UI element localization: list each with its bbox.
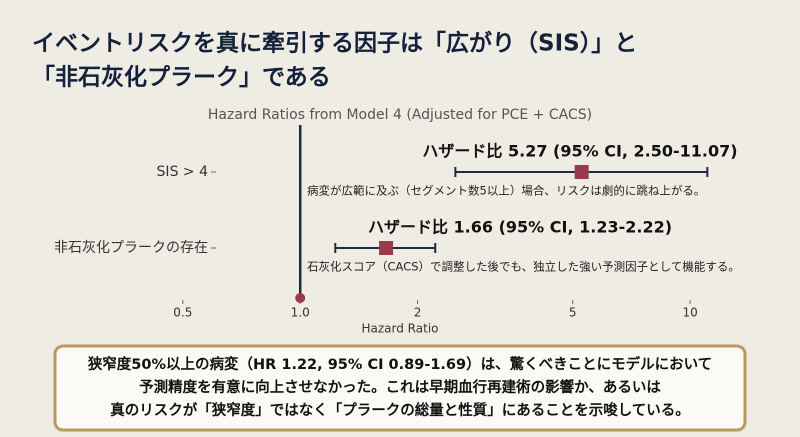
- reference-dot: [295, 293, 306, 303]
- x-tick-label: 5: [569, 306, 577, 320]
- y-category-label: 非石灰化プラークの存在: [54, 240, 208, 256]
- x-tick-label: 10: [682, 306, 697, 320]
- callout-line: 予測精度を有意に向上させなかった。これは早期血行再建術の影響か、あるいは: [139, 378, 661, 396]
- x-tick-label: 1.0: [291, 306, 310, 320]
- callout-box: [53, 344, 747, 432]
- x-tick-label: 2: [414, 306, 422, 320]
- callout-line: 真のリスクが「狭窄度」ではなく「プラークの総量と性質」にあることを示唆している。: [110, 401, 690, 419]
- note: 病変が広範に及ぶ（セグメント数5以上）場合、リスクは劇的に跳ね上がる。: [307, 184, 705, 198]
- y-category-label: SIS > 4: [157, 164, 209, 180]
- callout-line: 狭窄度50%以上の病変（HR 1.22, 95% CI 0.89-1.69）は、…: [87, 355, 712, 373]
- title-line: 「非石灰化プラーク」である: [32, 64, 331, 91]
- note: 石灰化スコア（CACS）で調整した後でも、独立した強い予測因子として機能する。: [307, 260, 740, 274]
- point-estimate: [379, 241, 394, 255]
- value-label: ハザード比 5.27 (95% CI, 2.50-11.07): [422, 142, 737, 161]
- chart-subtitle: Hazard Ratios from Model 4 (Adjusted for…: [208, 107, 592, 123]
- value-label: ハザード比 1.66 (95% CI, 1.23-2.22): [368, 218, 672, 237]
- x-tick-label: 0.5: [173, 306, 192, 320]
- title-line: イベントリスクを真に牽引する因子は「広がり（SIS）」と: [32, 30, 637, 57]
- x-axis-label: Hazard Ratio: [362, 322, 439, 336]
- point-estimate: [574, 165, 589, 179]
